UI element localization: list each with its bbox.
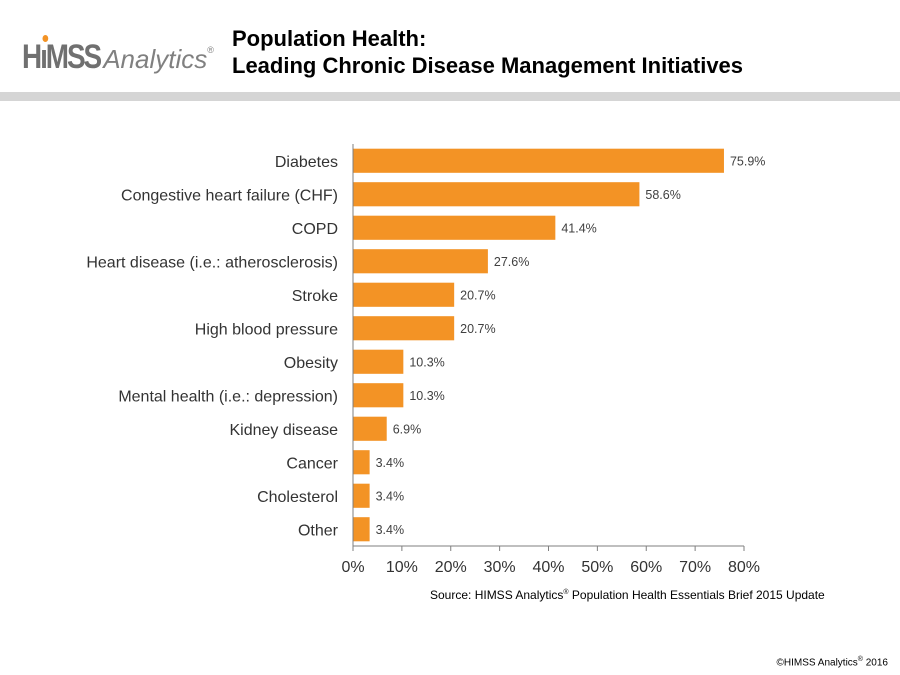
data-label: 3.4% — [376, 489, 405, 503]
x-tick-label: 50% — [581, 559, 613, 576]
bar — [353, 450, 370, 475]
category-label: Congestive heart failure (CHF) — [121, 187, 338, 204]
x-tick-label: 70% — [679, 559, 711, 576]
category-label: Mental health (i.e.: depression) — [118, 388, 338, 405]
category-label: Cancer — [286, 455, 338, 472]
page-title: Population Health: Leading Chronic Disea… — [232, 25, 743, 79]
category-label: Other — [298, 522, 339, 539]
x-tick-label: 80% — [728, 559, 760, 576]
data-label: 20.7% — [460, 288, 495, 302]
title-line-2: Leading Chronic Disease Management Initi… — [232, 53, 744, 78]
data-label: 10.3% — [409, 389, 444, 403]
data-label: 6.9% — [393, 422, 422, 436]
x-tick-label: 40% — [532, 559, 564, 576]
bar — [353, 316, 455, 341]
bar — [353, 249, 488, 274]
category-label: COPD — [292, 221, 338, 238]
category-label: Cholesterol — [257, 489, 338, 506]
data-label: 3.4% — [376, 456, 405, 470]
bar — [353, 215, 556, 240]
category-label: Heart disease (i.e.: atherosclerosis) — [86, 254, 338, 271]
data-label: 41.4% — [561, 221, 596, 235]
logo-dot-icon — [42, 35, 49, 42]
x-tick-label: 20% — [435, 559, 467, 576]
x-tick-label: 60% — [630, 559, 662, 576]
source-prefix: Source: HIMSS Analytics — [430, 588, 564, 602]
copyright-prefix: ©HIMSS Analytics — [776, 657, 858, 669]
logo-registered-mark: ® — [207, 45, 214, 55]
x-tick-label: 10% — [386, 559, 418, 576]
bar — [353, 349, 404, 374]
category-label: Kidney disease — [229, 422, 338, 439]
bar — [353, 416, 387, 441]
logo-brand: Hı MSS — [22, 35, 102, 76]
data-label: 20.7% — [460, 322, 495, 336]
source-note: Source: HIMSS Analytics® Population Heal… — [430, 588, 825, 602]
data-label: 27.6% — [494, 255, 529, 269]
category-label: High blood pressure — [195, 321, 338, 338]
source-registered-mark: ® — [563, 589, 569, 596]
logo-product: Analytics — [103, 44, 208, 74]
copyright-registered-mark: ® — [857, 656, 863, 663]
bar — [353, 483, 370, 508]
data-label: 58.6% — [645, 188, 680, 202]
copyright-note: ©HIMSS Analytics® 2016 — [777, 656, 888, 668]
category-label: Obesity — [284, 355, 338, 372]
bar — [353, 182, 640, 207]
bar — [353, 148, 724, 173]
x-tick-label: 0% — [341, 559, 364, 576]
source-suffix: Population Health Essentials Brief 2015 … — [568, 588, 825, 602]
logo-i-letter: ı — [40, 35, 49, 76]
data-label: 3.4% — [376, 523, 405, 537]
category-label: Diabetes — [275, 154, 338, 171]
x-tick-label: 30% — [484, 559, 516, 576]
bar — [353, 383, 404, 408]
category-label: Stroke — [292, 288, 338, 305]
title-line-1: Population Health: — [232, 26, 427, 51]
header-divider — [0, 92, 900, 101]
copyright-suffix: 2016 — [862, 657, 888, 669]
data-label: 75.9% — [730, 154, 765, 168]
bar — [353, 282, 455, 307]
himss-analytics-logo: Hı MSS Analytics® — [22, 35, 214, 76]
data-label: 10.3% — [409, 355, 444, 369]
bar — [353, 517, 370, 542]
